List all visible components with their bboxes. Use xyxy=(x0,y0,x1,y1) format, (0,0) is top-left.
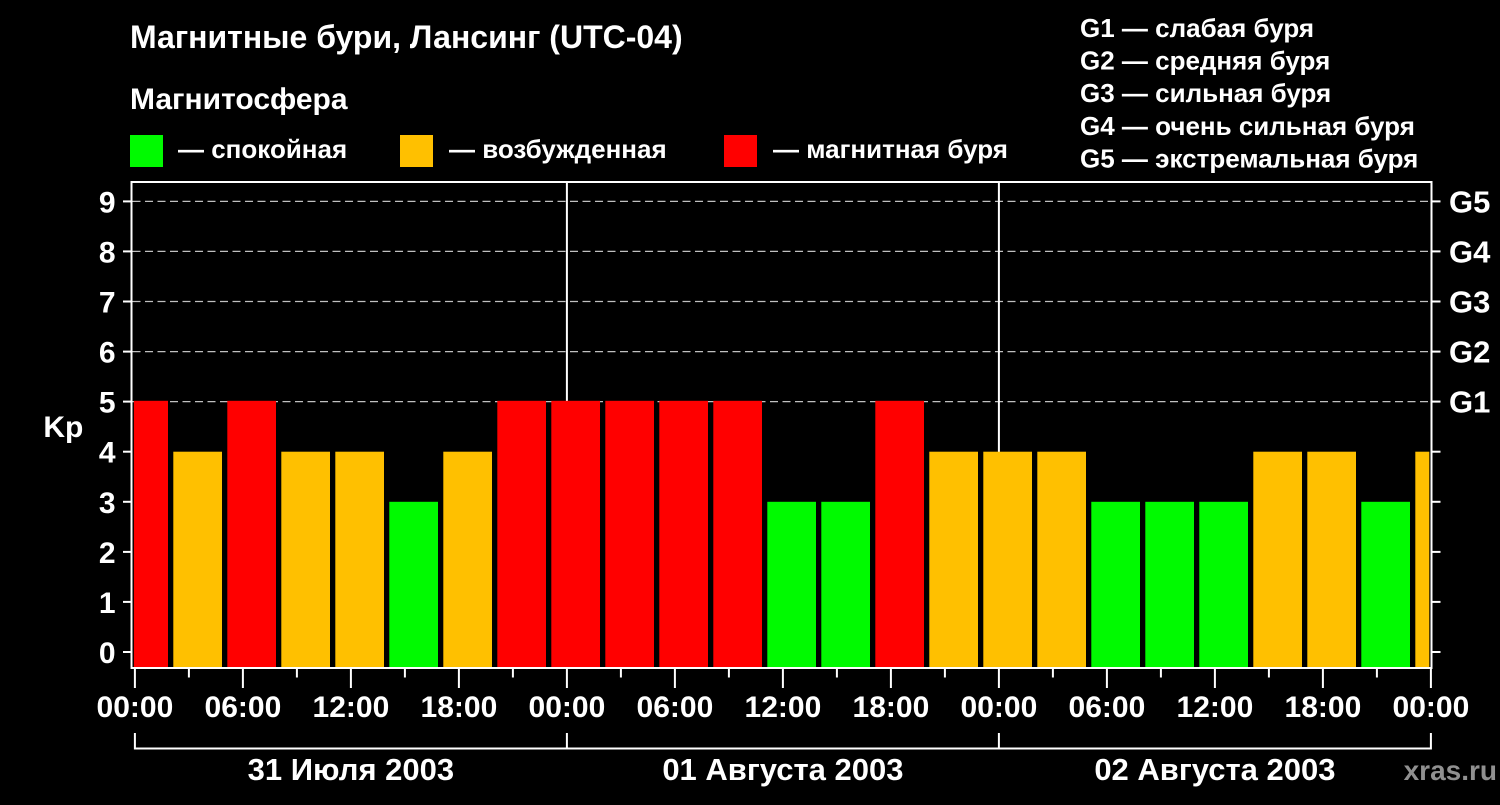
svg-text:G2: G2 xyxy=(1449,335,1490,370)
svg-text:12:00: 12:00 xyxy=(745,691,822,724)
svg-text:02 Августа 2003: 02 Августа 2003 xyxy=(1094,752,1335,787)
svg-text:8: 8 xyxy=(99,236,116,269)
svg-text:G3: G3 xyxy=(1449,285,1490,320)
svg-text:— магнитная буря: — магнитная буря xyxy=(773,134,1008,164)
svg-text:G4 — очень сильная буря: G4 — очень сильная буря xyxy=(1080,111,1415,141)
svg-text:Магнитосфера: Магнитосфера xyxy=(130,83,348,116)
svg-text:12:00: 12:00 xyxy=(313,691,390,724)
svg-text:31 Июля 2003: 31 Июля 2003 xyxy=(248,752,454,787)
svg-text:00:00: 00:00 xyxy=(961,691,1038,724)
svg-text:00:00: 00:00 xyxy=(529,691,606,724)
svg-text:Kp: Kp xyxy=(43,411,83,444)
svg-text:18:00: 18:00 xyxy=(853,691,930,724)
svg-text:18:00: 18:00 xyxy=(1285,691,1362,724)
svg-text:06:00: 06:00 xyxy=(1069,691,1146,724)
svg-text:G1 — слабая буря: G1 — слабая буря xyxy=(1080,13,1314,43)
svg-text:G2 — средняя буря: G2 — средняя буря xyxy=(1080,46,1330,76)
svg-text:G1: G1 xyxy=(1449,385,1490,420)
svg-text:01 Августа 2003: 01 Августа 2003 xyxy=(662,752,903,787)
svg-text:00:00: 00:00 xyxy=(1393,691,1470,724)
svg-text:3: 3 xyxy=(99,487,116,520)
svg-text:xras.ru: xras.ru xyxy=(1404,755,1497,786)
svg-text:— возбужденная: — возбужденная xyxy=(449,134,667,164)
svg-text:6: 6 xyxy=(99,337,116,370)
svg-text:0: 0 xyxy=(99,637,116,670)
svg-text:06:00: 06:00 xyxy=(205,691,282,724)
svg-text:12:00: 12:00 xyxy=(1177,691,1254,724)
svg-text:G5: G5 xyxy=(1449,184,1490,219)
svg-text:1: 1 xyxy=(99,587,116,620)
svg-text:5: 5 xyxy=(99,387,116,420)
svg-text:G3 — сильная буря: G3 — сильная буря xyxy=(1080,78,1331,108)
svg-text:G4: G4 xyxy=(1449,234,1491,269)
svg-text:00:00: 00:00 xyxy=(97,691,174,724)
svg-text:Магнитные бури, Лансинг (UTC-0: Магнитные бури, Лансинг (UTC-04) xyxy=(130,19,683,55)
svg-text:9: 9 xyxy=(99,186,116,219)
svg-text:7: 7 xyxy=(99,287,116,320)
svg-text:— спокойная: — спокойная xyxy=(178,134,347,164)
svg-text:G5 — экстремальная буря: G5 — экстремальная буря xyxy=(1080,144,1418,174)
svg-text:18:00: 18:00 xyxy=(421,691,498,724)
svg-text:4: 4 xyxy=(99,437,116,470)
svg-text:06:00: 06:00 xyxy=(637,691,714,724)
svg-text:2: 2 xyxy=(99,537,116,570)
